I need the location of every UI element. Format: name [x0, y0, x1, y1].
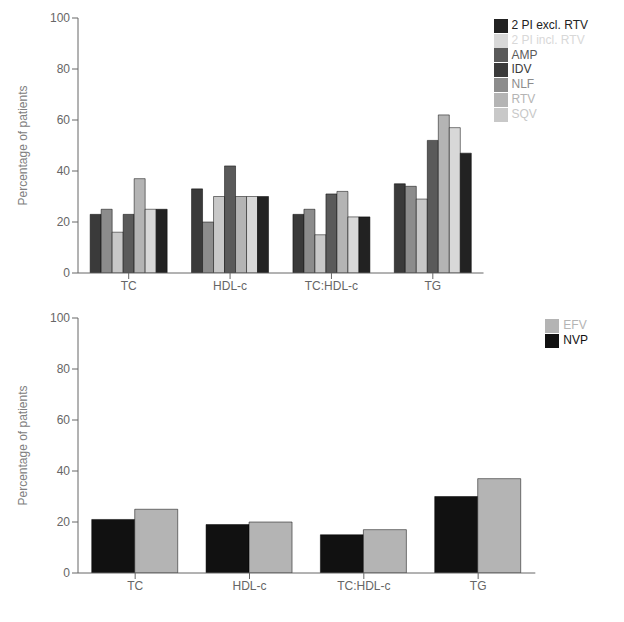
svg-text:100: 100 — [50, 311, 70, 325]
html-text:SQV: SQV — [511, 107, 537, 121]
svg-text:80: 80 — [57, 62, 71, 76]
svg-text:60: 60 — [57, 413, 71, 427]
html-text:RTV: RTV — [511, 92, 536, 107]
svg-text:Percentage of patients: Percentage of patients — [16, 85, 30, 205]
svg-text:40: 40 — [57, 464, 71, 478]
svg-text:Percentage of patients: Percentage of patients — [16, 385, 30, 505]
html-text:2 PI incl. RTV: 2 PI incl. RTV — [511, 32, 585, 47]
html-text:NVP: NVP — [563, 332, 588, 347]
svg-text:60: 60 — [57, 113, 71, 127]
html-text:2 PI excl. RTV: 2 PI excl. RTV — [511, 18, 588, 32]
svg-text:0: 0 — [63, 266, 70, 280]
svg-text:HDL-c: HDL-c — [213, 279, 247, 293]
svg-text:20: 20 — [57, 515, 71, 529]
svg-text:TC:HDL-c: TC:HDL-c — [337, 579, 390, 593]
html-text:AMP: AMP — [511, 47, 538, 62]
svg-text:100: 100 — [50, 11, 70, 25]
svg-text:40: 40 — [57, 164, 71, 178]
svg-text:TC: TC — [127, 579, 143, 593]
html-text:IDV: IDV — [511, 62, 532, 77]
svg-text:HDL-c: HDL-c — [232, 579, 266, 593]
html-text:EFV: EFV — [563, 318, 587, 332]
svg-text:TG: TG — [470, 579, 487, 593]
svg-text:TC:HDL-c: TC:HDL-c — [305, 279, 358, 293]
svg-text:20: 20 — [57, 215, 71, 229]
svg-text:TC: TC — [121, 279, 137, 293]
svg-text:TG: TG — [424, 279, 441, 293]
svg-text:80: 80 — [57, 362, 71, 376]
html-text:NLF: NLF — [511, 77, 535, 92]
svg-text:0: 0 — [63, 566, 70, 580]
